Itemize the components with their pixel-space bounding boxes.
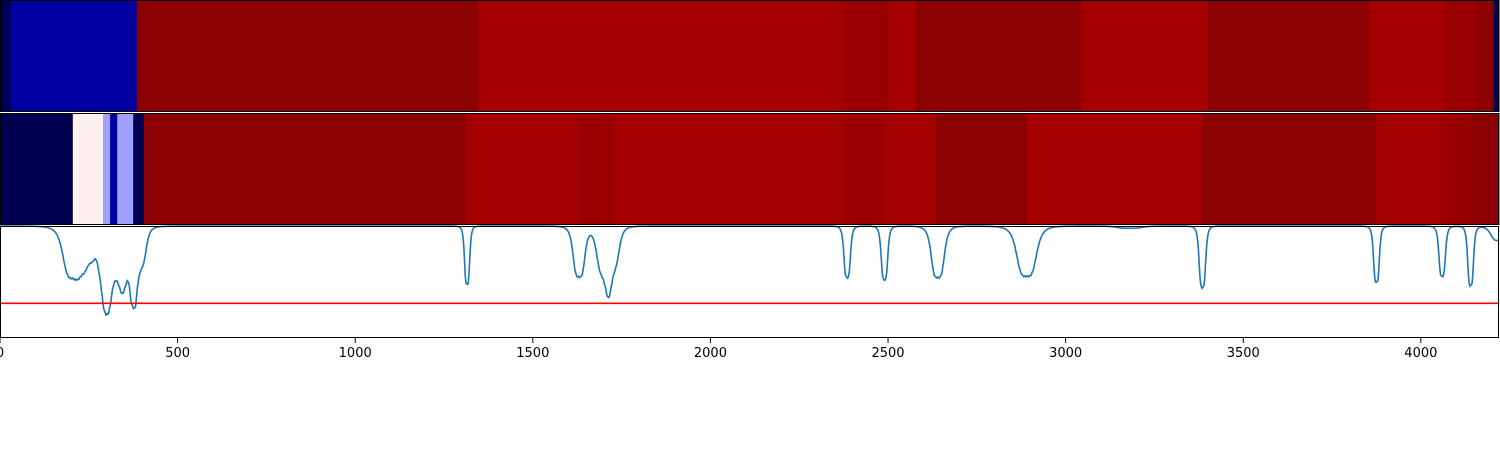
heatmap-cell [1369, 0, 1447, 112]
heatmap-top [0, 0, 1500, 112]
heatmap-cell [10, 0, 138, 112]
line-panel [0, 225, 1500, 338]
heatmap-cell [600, 113, 607, 225]
heatmap-cell [103, 113, 111, 225]
heatmap-cell [0, 0, 12, 112]
heatmap-cell [1376, 113, 1443, 225]
heatmap-cell [577, 113, 601, 225]
heatmap-cell [143, 113, 466, 225]
heatmap-cell [1207, 0, 1370, 112]
heatmap-cell [136, 0, 479, 112]
panel-frame [0, 113, 1499, 225]
heatmap-cell [1081, 0, 1209, 112]
heatmap-cell [610, 113, 846, 225]
heatmap-middle [0, 113, 1500, 225]
line-panel-background [0, 226, 1499, 338]
heatmap-cell [72, 113, 104, 225]
heatmap-cell [605, 113, 612, 225]
panel-frame [0, 0, 1499, 112]
heatmap-cell [888, 0, 917, 112]
heatmap-cell [465, 113, 578, 225]
heatmap-cell [1026, 113, 1203, 225]
x-tick-label: 500 [165, 346, 190, 361]
heatmap-cell [935, 113, 1028, 225]
heatmap-cell [117, 113, 134, 225]
heatmap-cell [133, 113, 145, 225]
heatmap-cell [845, 113, 884, 225]
heatmap-cell [1470, 113, 1500, 225]
x-tick-label: 3500 [1227, 346, 1260, 361]
x-tick-label: 1500 [516, 346, 549, 361]
heatmap-cell [882, 113, 937, 225]
x-tick-label: 2500 [871, 346, 904, 361]
heatmap-cell [1445, 0, 1477, 112]
heatmap-cell [845, 0, 889, 112]
heatmap-cell [1202, 113, 1377, 225]
x-tick-label: 4000 [1404, 346, 1437, 361]
x-axis: 0 500 1000 1500 2000 2500 3000 3500 4000 [0, 338, 1437, 361]
heatmap-cell [110, 113, 118, 225]
x-tick-label: 0 [0, 346, 4, 361]
heatmap-cell [1493, 0, 1500, 112]
heatmap-cell [477, 0, 846, 112]
x-tick-label: 3000 [1049, 346, 1082, 361]
heatmap-cell [916, 0, 1083, 112]
x-tick-label: 2000 [694, 346, 727, 361]
heatmap-cell [0, 113, 74, 225]
panel-frames [0, 0, 1499, 338]
heatmap-cell [1442, 113, 1472, 225]
panel-frame [0, 226, 1499, 338]
x-tick-label: 1000 [339, 346, 372, 361]
heatmap-cell [1475, 0, 1495, 112]
